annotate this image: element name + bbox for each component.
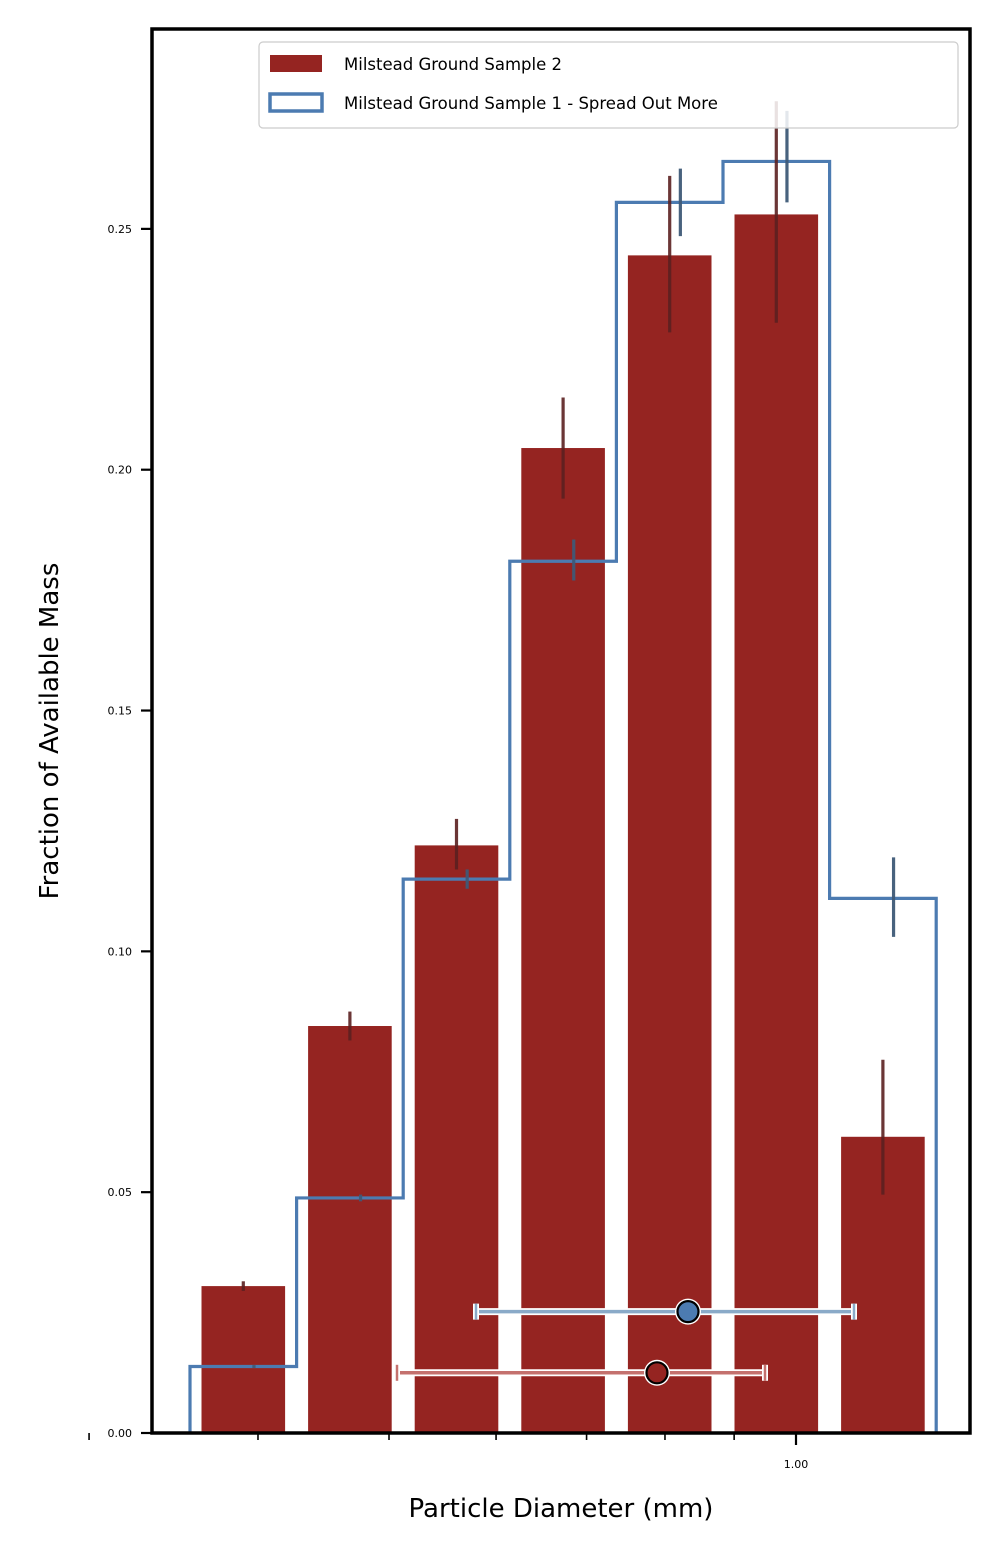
axes-layer: 0.00 0.05 0.10 0.15 0.20 0.25 1.00 — [88, 27, 972, 1471]
legend-box — [258, 41, 959, 129]
legend-swatch-sample-1 — [268, 92, 324, 113]
step-line-sample-1 — [188, 159, 938, 1433]
bar-sample-2 — [734, 214, 819, 1433]
bar-sample-2 — [521, 448, 605, 1433]
summary-marker — [645, 1361, 669, 1385]
y-tick-label: 0.25 — [108, 223, 133, 236]
bar-sample-2 — [414, 845, 499, 1433]
y-axis-label: Fraction of Available Mass — [35, 563, 65, 900]
legend-label-sample-2: Milstead Ground Sample 2 — [344, 55, 562, 74]
y-tick-label: 0.00 — [108, 1427, 133, 1440]
legend-swatch-sample-2 — [270, 55, 322, 72]
bars-layer — [201, 214, 925, 1434]
y-tick-label: 0.20 — [108, 464, 133, 477]
summary-marker — [676, 1300, 700, 1324]
legend-label-sample-1: Milstead Ground Sample 1 - Spread Out Mo… — [344, 94, 718, 113]
y-tick-label: 0.15 — [108, 705, 133, 718]
x-axis-label: Particle Diameter (mm) — [409, 1494, 714, 1524]
bar-sample-2 — [627, 255, 712, 1434]
y-tick-label: 0.10 — [108, 945, 133, 958]
step-layer — [188, 159, 938, 1433]
x-tick-label: 1.00 — [784, 1458, 809, 1471]
error-bars-layer — [241, 101, 896, 1368]
y-tick-label: 0.05 — [108, 1186, 133, 1199]
plot-frame — [150, 27, 972, 1435]
summary-markers-layer — [394, 1298, 857, 1386]
bar-sample-2 — [201, 1286, 286, 1433]
bar-sample-2 — [308, 1026, 392, 1433]
legend: Milstead Ground Sample 2 Milstead Ground… — [258, 41, 959, 129]
